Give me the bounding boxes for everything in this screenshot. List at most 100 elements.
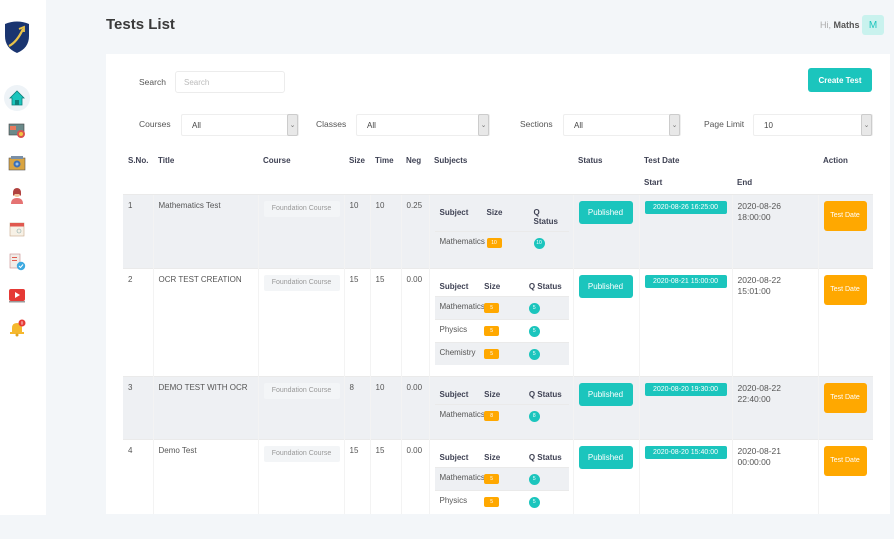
row-sno: 3: [123, 375, 153, 439]
sub-col-subject: Subject: [439, 389, 469, 399]
row-neg: 0.00: [400, 375, 429, 439]
row-sno: 4: [123, 438, 153, 514]
sidebar-item-notifications[interactable]: 0: [4, 315, 30, 341]
size-badge: 10: [486, 237, 502, 248]
col-course: Course: [263, 156, 291, 165]
col-test-date: Test Date: [644, 156, 680, 165]
avatar[interactable]: M: [862, 15, 884, 35]
search-label: Search: [139, 77, 166, 87]
video-play-icon: [9, 289, 25, 303]
sub-col-q-status: Q Status: [528, 452, 562, 462]
courses-value: All: [192, 120, 201, 130]
sidebar-item-video[interactable]: [4, 282, 30, 308]
subject-name: Mathematics: [434, 403, 485, 427]
sidebar-item-media[interactable]: [4, 150, 30, 176]
row-size: 10: [343, 193, 370, 268]
courses-label: Courses: [139, 119, 171, 129]
media-library-icon: [8, 156, 26, 171]
row-size: 8: [343, 375, 370, 439]
published-status-button[interactable]: Published: [578, 382, 633, 406]
published-status-button[interactable]: Published: [578, 200, 633, 224]
sidebar-item-calendar[interactable]: [4, 216, 30, 242]
test-check-icon: [9, 253, 26, 271]
subject-name: Mathematics: [434, 466, 485, 490]
sub-col-size: Size: [484, 452, 501, 462]
svg-text:0: 0: [21, 321, 24, 326]
size-badge: 5: [484, 325, 500, 336]
test-date-button[interactable]: Test Date: [823, 445, 867, 476]
size-badge: 5: [484, 496, 500, 507]
page-limit-select[interactable]: 10 ⌄: [753, 114, 873, 136]
tests-list-card: Search Create Test Courses All ⌄ Classes…: [106, 54, 890, 514]
col-subjects: Subjects: [434, 156, 468, 165]
page-limit-label: Page Limit: [704, 119, 745, 129]
col-size: Size: [349, 156, 366, 165]
start-date-pill: 2020-08-20 15:40:00: [644, 445, 727, 459]
row-neg: 0.25: [400, 193, 429, 268]
subject-name: Physics: [434, 489, 480, 513]
user-name: Maths: [833, 20, 860, 30]
row-sno: 2: [123, 267, 153, 376]
col-action: Action: [823, 156, 848, 165]
end-date: 2020-08-21 00:00:00: [737, 445, 781, 467]
published-status-button[interactable]: Published: [578, 274, 633, 298]
sections-value: All: [574, 120, 583, 130]
row-time: 10: [369, 193, 401, 268]
sidebar: 0: [0, 0, 46, 515]
subjects-table: Subject Size Q Status Mathematics 10 10: [434, 203, 569, 254]
course-pill: Foundation Course: [263, 382, 340, 399]
q-status-badge: 5: [528, 473, 540, 485]
classes-select[interactable]: All ⌄: [356, 114, 490, 136]
sub-col-subject: Subject: [439, 207, 469, 217]
subject-name: Mathematics: [434, 295, 485, 319]
row-title: Mathematics Test: [152, 193, 258, 268]
sub-col-size: Size: [484, 389, 501, 399]
create-test-button[interactable]: Create Test: [808, 68, 872, 92]
col-start: Start: [644, 178, 663, 187]
test-date-button[interactable]: Test Date: [823, 274, 867, 305]
col-sno: S.No.: [128, 156, 149, 165]
test-date-button[interactable]: Test Date: [823, 200, 867, 231]
dashboard-analytics-icon: [8, 123, 25, 138]
page-limit-value: 10: [764, 120, 773, 130]
sidebar-item-home[interactable]: [4, 85, 30, 111]
row-time: 15: [369, 438, 401, 514]
end-date: 2020-08-22 15:01:00: [737, 274, 781, 296]
sidebar-item-tests[interactable]: [4, 249, 30, 275]
start-date-pill: 2020-08-20 19:30:00: [644, 382, 727, 396]
q-status-badge: 5: [528, 325, 540, 337]
subject-name: Physics: [434, 318, 480, 342]
sidebar-item-dashboard[interactable]: [4, 117, 30, 143]
course-pill: Foundation Course: [263, 274, 340, 291]
row-time: 15: [369, 267, 401, 376]
size-badge: 5: [484, 348, 500, 359]
test-date-button[interactable]: Test Date: [823, 382, 867, 413]
greeting-prefix: Hi,: [820, 20, 831, 30]
sub-col-q-status: Q Status: [533, 207, 558, 226]
sub-col-q-status: Q Status: [528, 389, 562, 399]
search-input[interactable]: [175, 71, 285, 93]
calendar-icon: [9, 222, 25, 237]
published-status-button[interactable]: Published: [578, 445, 633, 469]
subjects-table: Subject Size Q Status Mathematics 5 5 Physic…: [434, 448, 569, 513]
start-date-pill: 2020-08-21 15:00:00: [644, 274, 727, 288]
col-time: Time: [375, 156, 394, 165]
col-end: End: [737, 178, 753, 187]
q-status-badge: 5: [528, 496, 540, 508]
courses-select[interactable]: All ⌄: [181, 114, 299, 136]
shield-logo-icon[interactable]: [3, 20, 31, 54]
end-date: 2020-08-22 22:40:00: [737, 382, 781, 404]
sub-col-size: Size: [484, 281, 501, 291]
table-row: 1 Mathematics Test Foundation Course 10 …: [123, 193, 874, 268]
q-status-badge: 10: [533, 237, 545, 249]
col-status: Status: [578, 156, 603, 165]
row-time: 10: [369, 375, 401, 439]
row-sno: 1: [123, 193, 153, 268]
subjects-table: Subject Size Q Status Mathematics 8 8: [434, 385, 569, 427]
row-size: 15: [343, 438, 370, 514]
sections-select[interactable]: All ⌄: [563, 114, 681, 136]
course-pill: Foundation Course: [263, 445, 340, 462]
sections-label: Sections: [520, 119, 553, 129]
course-pill: Foundation Course: [263, 200, 340, 217]
sidebar-item-teacher[interactable]: [4, 183, 30, 209]
